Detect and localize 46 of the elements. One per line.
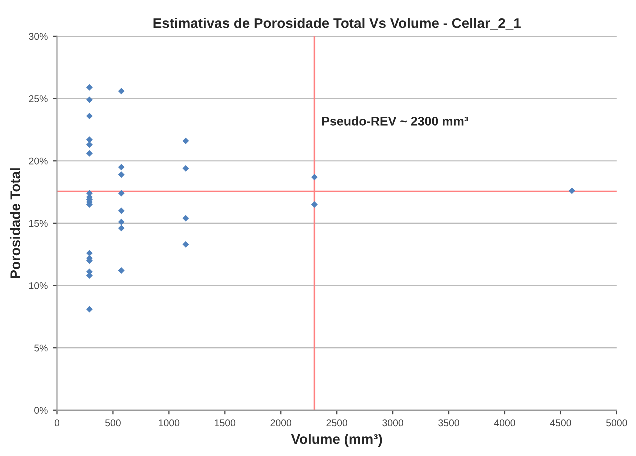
y-axis-title: Porosidade Total bbox=[10, 168, 20, 278]
x-tick-label: 1500 bbox=[215, 420, 236, 427]
point bbox=[311, 174, 318, 181]
x-tick-label: 0 bbox=[54, 420, 60, 427]
y-tick-label: 5% bbox=[34, 344, 48, 352]
point bbox=[118, 164, 125, 171]
point bbox=[118, 190, 125, 197]
point bbox=[86, 142, 93, 148]
y-tick-label: 20% bbox=[29, 158, 48, 165]
ref-line-label: Pseudo-REV ~ 2300 mm³ bbox=[322, 116, 468, 126]
point bbox=[86, 96, 93, 104]
y-tick-label: 15% bbox=[29, 220, 48, 228]
x-tick-label: 3500 bbox=[438, 420, 460, 427]
y-tick-label: 25% bbox=[29, 96, 48, 102]
chart-title: Estimativas de Porosidade Total Vs Volume - Cellar_2_1 bbox=[154, 18, 521, 30]
x-tick-label: 2500 bbox=[326, 420, 348, 427]
point bbox=[86, 84, 93, 91]
point bbox=[568, 188, 576, 194]
y-tick-label: 0% bbox=[34, 407, 48, 414]
point bbox=[86, 112, 93, 120]
point bbox=[118, 268, 125, 274]
point bbox=[182, 165, 190, 172]
point bbox=[86, 306, 93, 313]
point bbox=[182, 241, 190, 248]
point bbox=[86, 150, 93, 157]
y-tick-label: 10% bbox=[29, 282, 48, 290]
y-tick-label: 30% bbox=[29, 33, 48, 40]
x-tick-label: 2000 bbox=[270, 420, 292, 427]
point bbox=[118, 208, 125, 214]
x-tick-label: 4000 bbox=[494, 420, 516, 427]
x-axis-title: Volume (mm³) bbox=[291, 434, 382, 447]
point bbox=[86, 250, 93, 257]
point bbox=[86, 136, 93, 144]
x-tick-label: 4500 bbox=[550, 420, 572, 427]
point bbox=[311, 201, 318, 208]
point bbox=[182, 138, 190, 144]
x-tick-label: 5000 bbox=[606, 420, 628, 427]
point bbox=[118, 225, 125, 232]
point bbox=[118, 172, 125, 178]
point bbox=[182, 215, 190, 222]
x-tick-label: 3000 bbox=[382, 420, 404, 427]
x-tick-label: 500 bbox=[105, 420, 121, 427]
x-tick-label: 1000 bbox=[159, 420, 180, 427]
point bbox=[86, 272, 93, 280]
point bbox=[118, 218, 125, 226]
point bbox=[118, 88, 125, 95]
